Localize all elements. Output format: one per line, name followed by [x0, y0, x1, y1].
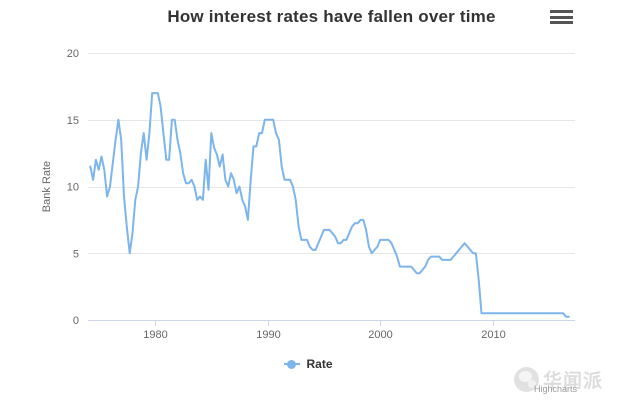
highcharts-credits-link[interactable]: Highcharts: [533, 384, 577, 394]
chart-context-menu-button[interactable]: [550, 10, 573, 24]
svg-text:15: 15: [67, 115, 79, 127]
svg-text:2000: 2000: [368, 329, 392, 341]
legend-line-marker-icon: [284, 359, 301, 369]
svg-text:5: 5: [73, 248, 79, 260]
svg-text:2010: 2010: [481, 329, 505, 341]
hamburger-icon: [550, 10, 573, 13]
legend-item-rate[interactable]: Rate: [0, 357, 617, 371]
svg-text:10: 10: [67, 182, 79, 194]
svg-text:1990: 1990: [256, 329, 280, 341]
svg-text:0: 0: [73, 315, 79, 327]
legend-label: Rate: [306, 357, 333, 371]
svg-text:20: 20: [67, 48, 79, 60]
hamburger-icon: [550, 21, 573, 24]
svg-text:1980: 1980: [143, 329, 167, 341]
chart-title: How interest rates have fallen over time: [167, 7, 496, 26]
svg-text:Bank Rate: Bank Rate: [41, 161, 53, 212]
hamburger-icon: [550, 15, 573, 19]
